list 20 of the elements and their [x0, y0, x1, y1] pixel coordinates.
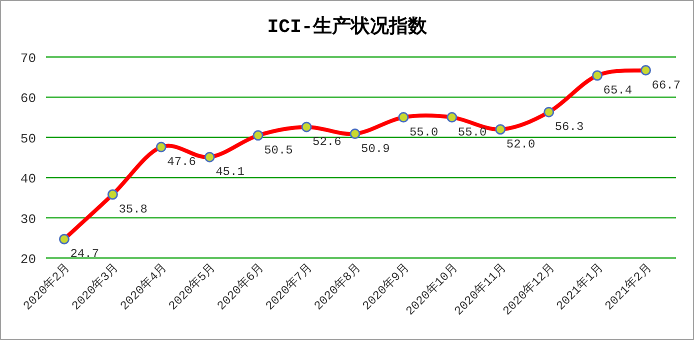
- y-tick-label: 30: [20, 212, 36, 227]
- data-label: 24.7: [70, 247, 100, 262]
- y-tick-label: 50: [20, 131, 36, 146]
- data-label: 50.9: [361, 142, 390, 156]
- data-label: 56.3: [554, 120, 584, 134]
- y-tick-label: 20: [20, 252, 36, 267]
- y-tick-label: 40: [20, 172, 36, 187]
- y-tick-label: 60: [20, 91, 36, 106]
- data-label: 47.6: [167, 155, 196, 170]
- data-label: 52.0: [506, 137, 536, 152]
- data-label: 50.5: [264, 143, 293, 158]
- data-label: 55.0: [409, 125, 438, 140]
- data-label: 65.4: [603, 83, 632, 98]
- y-tick-label: 70: [20, 51, 36, 66]
- chart-title: ICI-生产状况指数: [267, 15, 428, 38]
- data-label: 52.6: [312, 134, 342, 149]
- data-label: 35.8: [118, 202, 148, 216]
- data-label: 66.7: [652, 78, 681, 92]
- data-label: 55.0: [458, 125, 487, 140]
- data-label: 45.1: [216, 165, 244, 180]
